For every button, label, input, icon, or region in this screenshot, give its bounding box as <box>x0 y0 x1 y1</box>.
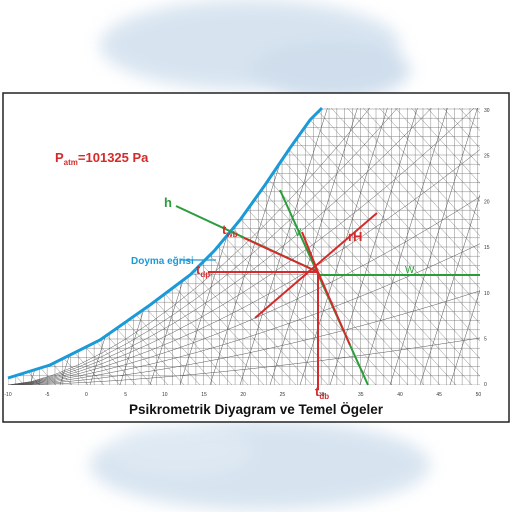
x-tick-label: 20 <box>240 392 246 398</box>
enthalpy-line <box>323 108 480 385</box>
rh-curve <box>8 337 480 385</box>
enthalpy-line <box>339 108 480 385</box>
symbol: t <box>222 222 227 237</box>
title: Psikrometrik Diyagram ve Temel Ögeler <box>129 402 384 417</box>
symbol: t <box>196 262 201 277</box>
volume-line <box>359 108 451 385</box>
enthalpy-line <box>259 108 480 385</box>
frame <box>2 92 510 423</box>
enthalpy-line <box>275 108 480 385</box>
volume-line <box>449 108 480 385</box>
symbol: t <box>315 384 320 399</box>
x-tick-label: -5 <box>45 392 50 398</box>
x-tick-label: 30 <box>319 392 325 398</box>
twb-label: twb <box>222 222 238 239</box>
h-label: h <box>164 195 172 210</box>
x-tick-label: 25 <box>280 392 286 398</box>
saturation-curve <box>7 106 324 380</box>
x-tick-label: 15 <box>201 392 207 398</box>
subscript: dp <box>200 270 210 279</box>
rh-curve <box>8 108 480 385</box>
x-tick-label: 5 <box>124 392 127 398</box>
volume-line <box>269 108 361 385</box>
saturation-label: Doyma eğrisi <box>131 256 194 267</box>
w-label: W <box>405 265 415 276</box>
enthalpy-line <box>419 108 480 385</box>
indicator-lines <box>175 189 480 390</box>
y-tick-label: 10 <box>484 291 490 297</box>
x-tick-label: 50 <box>476 392 482 398</box>
subscript: db <box>319 392 329 401</box>
subscript: wb <box>225 230 237 239</box>
x-tick-label: 35 <box>358 392 364 398</box>
enthalpy-line <box>435 108 480 385</box>
x-tick-label: 45 <box>436 392 442 398</box>
symbol: P <box>55 150 64 165</box>
enthalpy-line <box>403 108 480 385</box>
tdb-label: tdb <box>315 384 329 401</box>
rh-curve <box>8 290 480 385</box>
volume-line <box>419 108 480 385</box>
subscript: atm <box>64 158 78 167</box>
x-tick-label: -10 <box>4 392 11 398</box>
rh-curve <box>8 108 480 385</box>
rh-label: rH <box>348 229 362 244</box>
enthalpy-line <box>307 108 480 385</box>
pressure-label: Patm=101325 Pa <box>55 150 149 167</box>
enthalpy-line <box>291 108 480 385</box>
rh-curve <box>8 196 480 385</box>
rh-curve <box>8 243 480 385</box>
volume-line <box>389 108 480 385</box>
tdp-label: tdp <box>196 262 210 279</box>
volume-line <box>239 108 331 385</box>
rh-curve <box>8 108 480 385</box>
volume-line <box>329 108 421 385</box>
x-tick-label: 0 <box>85 392 88 398</box>
rh-curve <box>8 149 480 385</box>
x-tick-label: 10 <box>162 392 168 398</box>
y-tick-label: 0 <box>484 382 487 388</box>
v-label: V <box>294 227 302 239</box>
x-tick-label: 40 <box>397 392 403 398</box>
y-tick-label: 25 <box>484 154 490 160</box>
watercolor <box>90 0 430 510</box>
y-tick-label: 15 <box>484 245 490 251</box>
rh-curve <box>8 108 480 385</box>
y-tick-label: 5 <box>484 337 487 343</box>
text: =101325 Pa <box>78 150 149 165</box>
y-tick-label: 20 <box>484 199 490 205</box>
enthalpy-line <box>371 108 480 385</box>
enthalpy-line <box>355 108 480 385</box>
y-tick-label: 30 <box>484 108 490 114</box>
